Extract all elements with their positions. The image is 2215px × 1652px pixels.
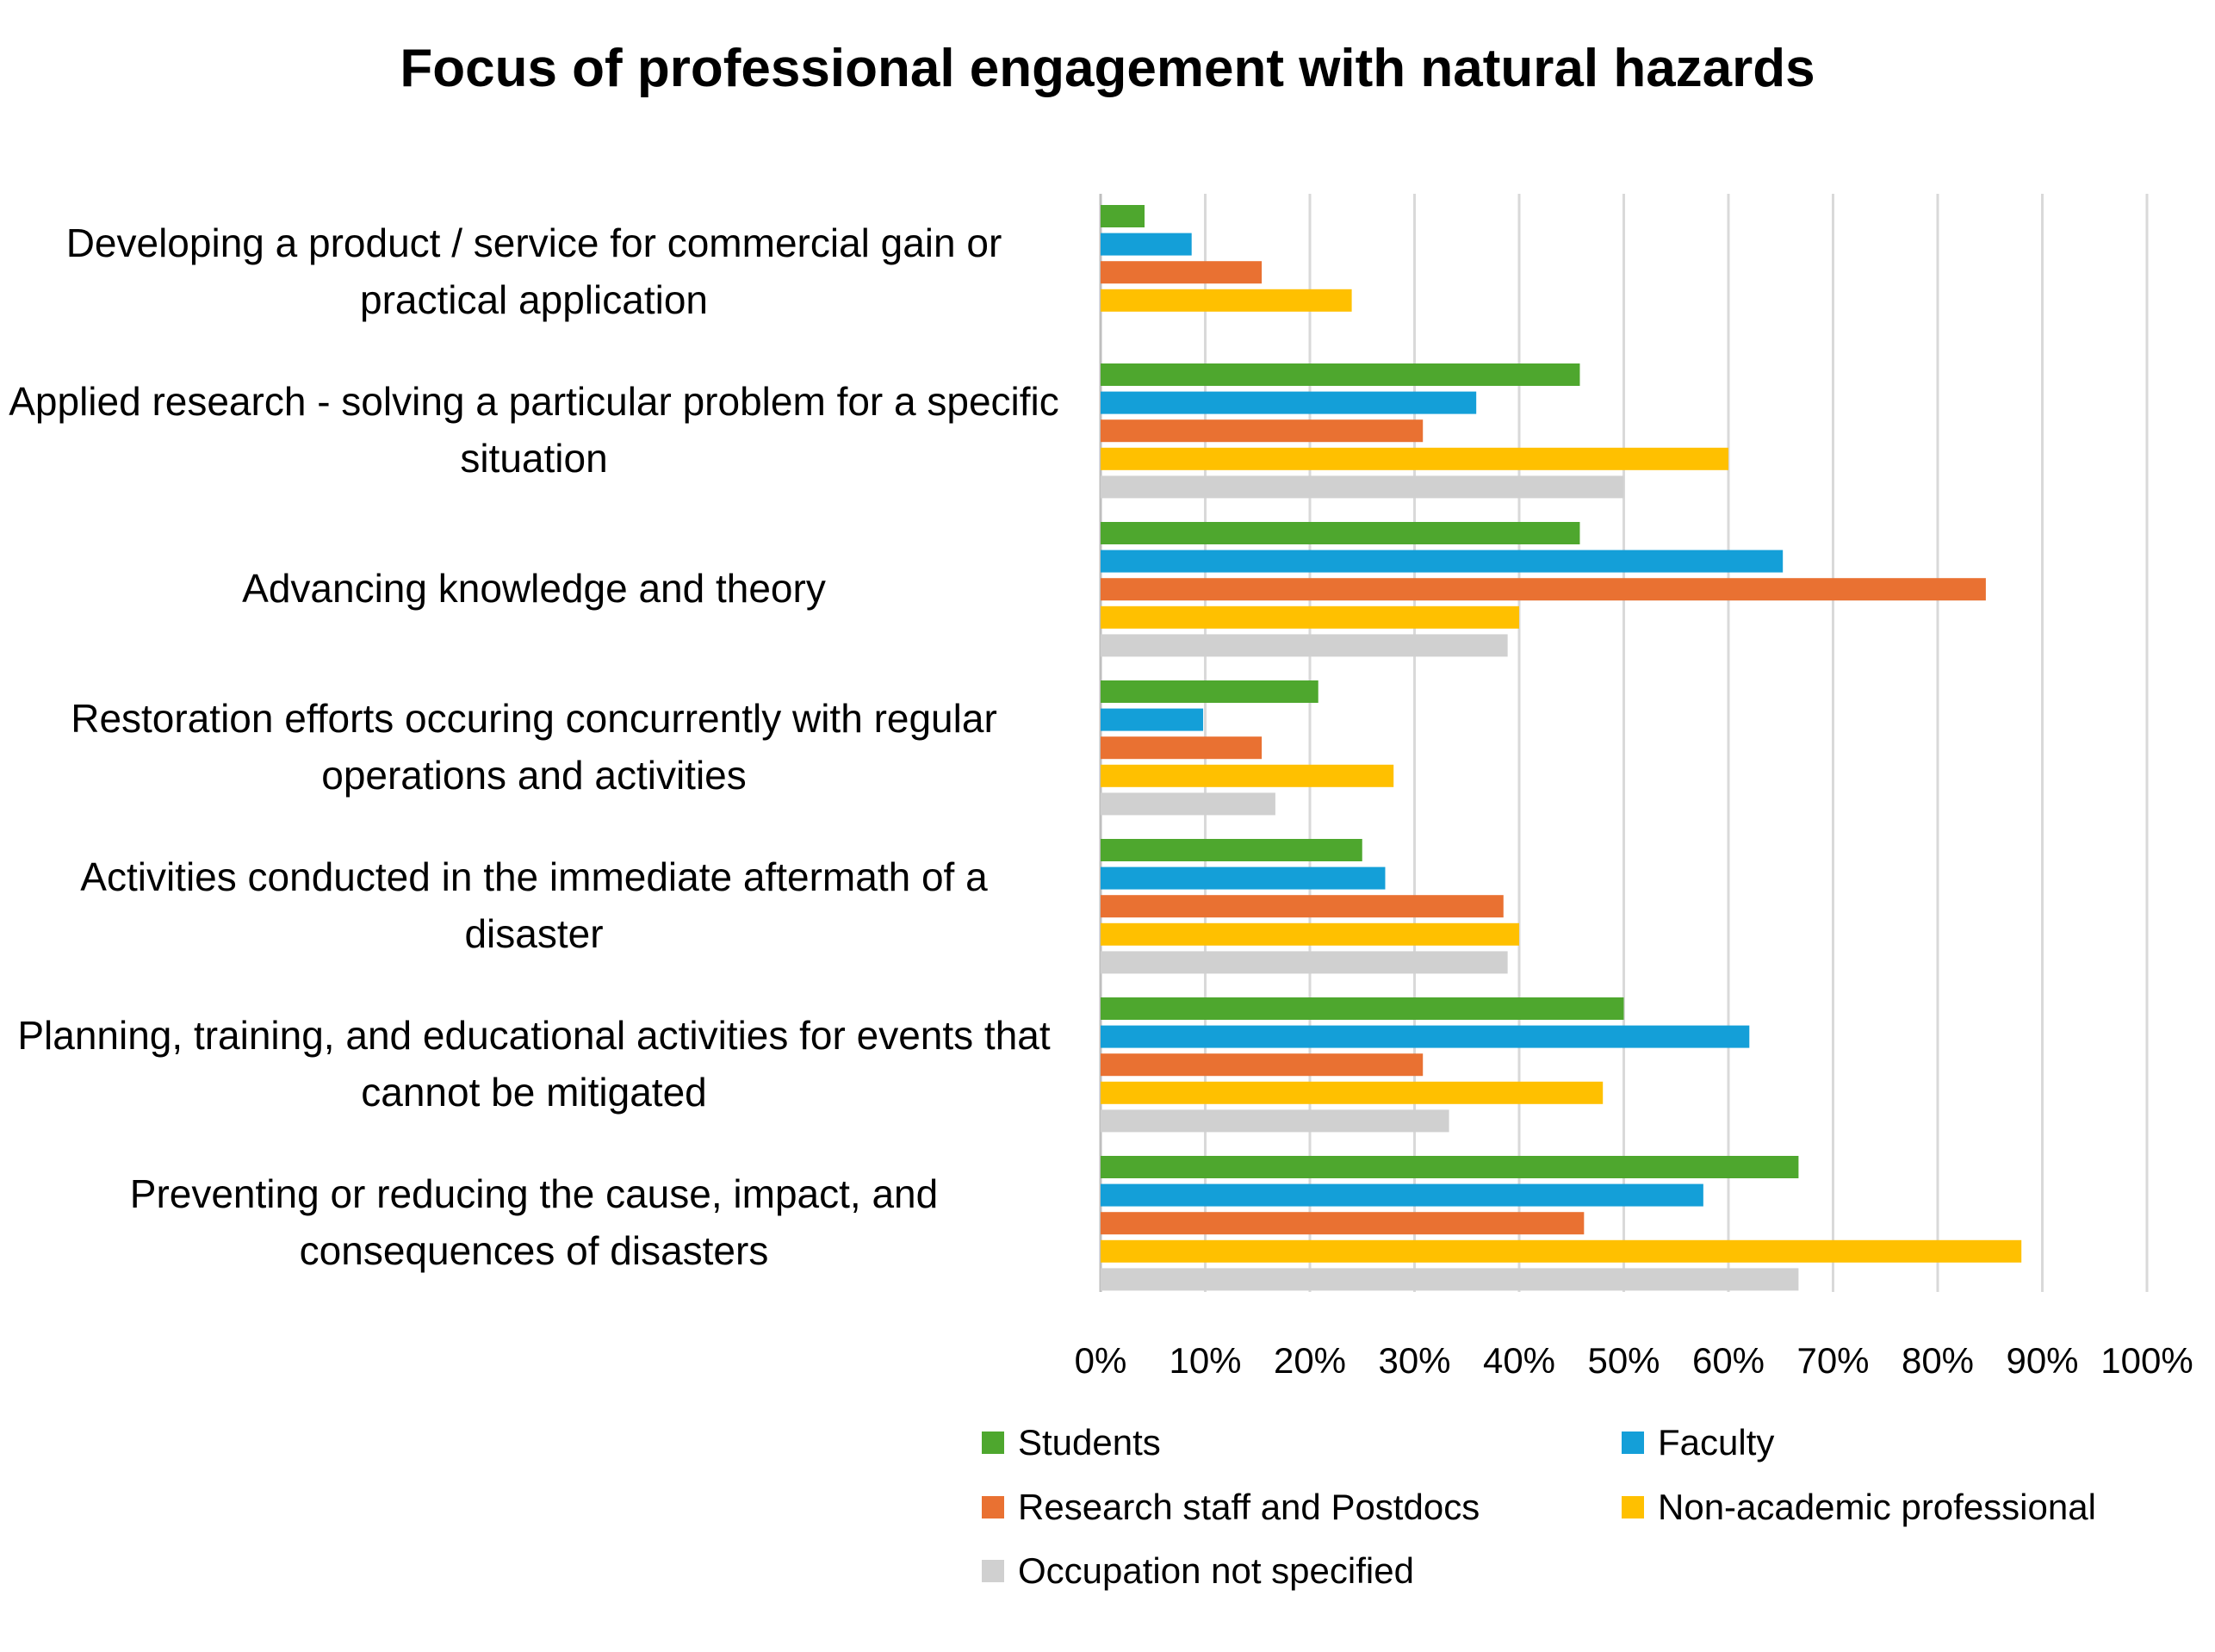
x-tick-label: 90% <box>2006 1340 2079 1381</box>
bar-non-academic-professional-1 <box>1101 447 1728 470</box>
bar-occupation-not-specified-6 <box>1101 1268 1799 1291</box>
x-tick-label: 80% <box>1901 1340 1975 1381</box>
legend-swatch <box>982 1560 1004 1582</box>
bar-students-3 <box>1101 680 1318 703</box>
category-label: Applied research - solving a particular … <box>9 378 1059 481</box>
legend-item: Students <box>982 1417 1161 1469</box>
bar-occupation-not-specified-5 <box>1101 1109 1449 1133</box>
legend-label: Non-academic professional <box>1658 1487 2096 1527</box>
bar-non-academic-professional-0 <box>1101 289 1352 312</box>
bar-faculty-6 <box>1101 1183 1703 1207</box>
bar-research-staff-and-postdocs-1 <box>1101 419 1424 443</box>
x-tick-label: 20% <box>1273 1340 1347 1381</box>
bar-research-staff-and-postdocs-4 <box>1101 895 1504 918</box>
chart-title: Focus of professional engagement with na… <box>400 39 1815 98</box>
bar-faculty-0 <box>1101 233 1192 256</box>
legend-swatch <box>1622 1432 1644 1454</box>
legend-swatch <box>1622 1496 1644 1518</box>
bar-students-2 <box>1101 522 1580 544</box>
category-label: Preventing or reducing the cause, impact… <box>129 1171 939 1273</box>
x-tick-label: 40% <box>1482 1340 1556 1381</box>
bar-non-academic-professional-4 <box>1101 922 1519 946</box>
bar-research-staff-and-postdocs-2 <box>1101 578 1986 601</box>
bar-occupation-not-specified-1 <box>1101 475 1624 499</box>
bar-research-staff-and-postdocs-5 <box>1101 1053 1424 1077</box>
x-tick-label: 70% <box>1796 1340 1870 1381</box>
bar-research-staff-and-postdocs-0 <box>1101 261 1263 284</box>
bar-students-1 <box>1101 363 1580 386</box>
bar-faculty-5 <box>1101 1025 1750 1048</box>
bar-non-academic-professional-6 <box>1101 1239 2022 1263</box>
x-tick-label: 100% <box>2100 1340 2193 1381</box>
bar-students-6 <box>1101 1156 1799 1178</box>
bar-students-4 <box>1101 839 1362 861</box>
bar-faculty-4 <box>1101 866 1386 890</box>
bar-faculty-3 <box>1101 708 1204 731</box>
x-tick-label: 30% <box>1378 1340 1451 1381</box>
bar-research-staff-and-postdocs-6 <box>1101 1212 1585 1235</box>
legend-swatch <box>982 1496 1004 1518</box>
legend-label: Faculty <box>1658 1422 1775 1463</box>
x-tick-label: 60% <box>1691 1340 1765 1381</box>
bar-faculty-2 <box>1101 550 1784 573</box>
category-label: Developing a product / service for comme… <box>65 220 1002 322</box>
bar-research-staff-and-postdocs-3 <box>1101 736 1263 760</box>
category-label: Restoration efforts occuring concurrentl… <box>71 695 997 798</box>
legend-swatch <box>982 1432 1004 1454</box>
category-label: Advancing knowledge and theory <box>242 565 826 611</box>
x-tick-label: 50% <box>1587 1340 1660 1381</box>
bar-non-academic-professional-5 <box>1101 1081 1604 1104</box>
legend-item: Research staff and Postdocs <box>982 1481 1480 1533</box>
bar-occupation-not-specified-4 <box>1101 951 1508 974</box>
bar-occupation-not-specified-3 <box>1101 792 1275 816</box>
bars <box>1101 205 2022 1291</box>
bar-faculty-1 <box>1101 391 1477 414</box>
x-tick-label: 0% <box>1074 1340 1127 1381</box>
legend-item: Non-academic professional <box>1622 1481 2096 1533</box>
bar-students-5 <box>1101 997 1624 1020</box>
legend-label: Occupation not specified <box>1018 1550 1414 1591</box>
x-tick-label: 10% <box>1169 1340 1242 1381</box>
category-label: Planning, training, and educational acti… <box>17 1012 1051 1115</box>
legend-item: Faculty <box>1622 1417 1774 1469</box>
legend-label: Students <box>1018 1422 1161 1463</box>
bar-non-academic-professional-2 <box>1101 606 1519 629</box>
legend-label: Research staff and Postdocs <box>1018 1487 1480 1527</box>
bar-occupation-not-specified-2 <box>1101 634 1508 657</box>
legend-item: Occupation not specified <box>982 1545 1414 1597</box>
category-label: Activities conducted in the immediate af… <box>80 854 988 956</box>
bar-non-academic-professional-3 <box>1101 764 1394 787</box>
bar-students-0 <box>1101 205 1145 227</box>
